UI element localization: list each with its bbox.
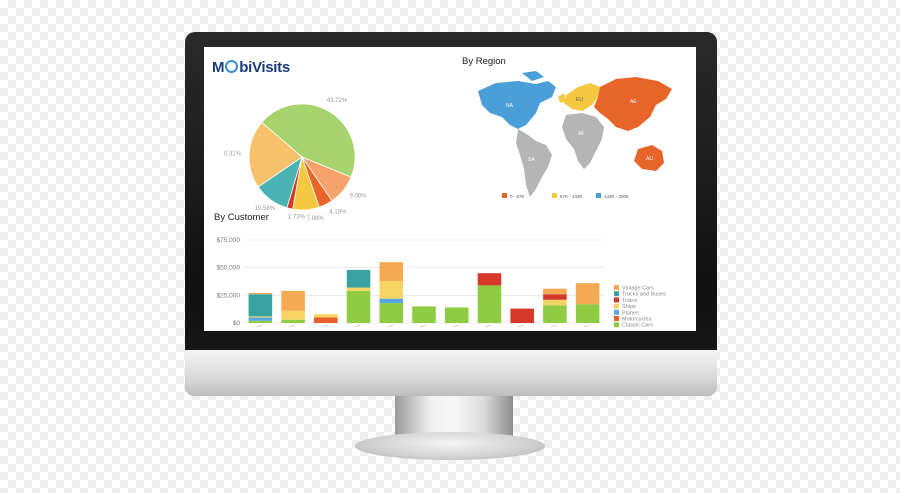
pie-slice-label: 7.88% — [307, 216, 325, 222]
legend-swatch — [614, 309, 619, 315]
legend-swatch — [614, 297, 619, 303]
customer-bar-chart: $75,000 $50,000 $25,000 $0 Vintage CarsTruck… — [217, 237, 667, 329]
pie-slice-label: 10.58% — [255, 206, 276, 212]
map-label-na: NA — [506, 103, 514, 109]
bar-segment[interactable] — [248, 320, 273, 323]
bar-segment[interactable] — [314, 314, 338, 318]
bar-segment[interactable] — [346, 290, 371, 323]
x-tick — [288, 324, 296, 328]
share-pie-chart: 43.72% 9.00% 4.18% 7.88%1.73% 10.58% 20.31% — [224, 98, 367, 222]
logo-suffix: Visits — [251, 59, 290, 76]
x-tick — [256, 324, 263, 328]
legend-swatch — [614, 322, 619, 328]
bar-segment[interactable] — [379, 303, 404, 323]
x-tick — [387, 324, 394, 328]
bar-segment[interactable] — [412, 306, 436, 323]
customer-title: By Customer — [214, 212, 269, 223]
legend-swatch — [614, 291, 619, 297]
pie-slice-label: 43.72% — [327, 98, 348, 104]
bar-segment[interactable] — [248, 316, 273, 318]
legend-swatch — [614, 316, 619, 321]
map-label-ae: AE — [630, 99, 637, 105]
legend-label: Vintage Cars — [622, 286, 654, 292]
y-tick-label: $50,000 — [217, 265, 241, 272]
legend-label: Trucks and Buses — [622, 292, 666, 298]
bar-segment[interactable] — [248, 317, 273, 321]
region-sa[interactable] — [516, 129, 552, 197]
x-tick — [452, 324, 459, 328]
map-label-eu: EU — [576, 97, 583, 103]
bar-segment[interactable] — [379, 298, 404, 304]
legend-label-high: 133K - 200K — [604, 194, 629, 199]
bar-segment[interactable] — [575, 304, 600, 323]
pie-slice[interactable] — [248, 121, 303, 188]
monitor-chin — [185, 350, 717, 396]
region-eu[interactable] — [558, 83, 600, 111]
bar-segment[interactable] — [281, 310, 305, 320]
bar-segment[interactable] — [314, 317, 338, 323]
legend-label-low: 0 - 67K — [510, 194, 525, 199]
bar-segment[interactable] — [346, 269, 371, 288]
legend-swatch-high — [596, 193, 601, 198]
bar-segment[interactable] — [379, 280, 404, 299]
x-tick — [518, 324, 525, 328]
legend-label: Motorcycles — [622, 317, 652, 323]
pie-slice-label: 4.18% — [329, 209, 347, 215]
logo-prefix: M — [212, 59, 225, 76]
legend-swatch-mid — [552, 193, 557, 198]
bar-segment[interactable] — [543, 299, 567, 306]
legend-label: Ships — [622, 304, 636, 310]
x-tick — [583, 324, 590, 328]
region-title: By Region — [462, 56, 506, 67]
pie-slice-label: 1.73% — [288, 214, 306, 220]
monitor-stand-neck — [395, 396, 513, 438]
bar-segment[interactable] — [444, 307, 469, 323]
region-af[interactable] — [562, 113, 604, 169]
bar-segment[interactable] — [575, 283, 600, 305]
y-tick-label: $75,000 — [217, 237, 241, 244]
x-tick — [485, 324, 492, 328]
pie-slice-label: 20.31% — [224, 152, 242, 158]
region-ae[interactable] — [594, 77, 672, 131]
monitor-stand-base — [355, 432, 545, 460]
bar-segment[interactable] — [477, 273, 502, 286]
pie-slice-label: 9.00% — [349, 193, 367, 199]
legend-label: Classic Cars — [622, 323, 653, 329]
bar-segment[interactable] — [543, 294, 567, 300]
bar-segment[interactable] — [379, 262, 404, 281]
map-label-sa: SA — [528, 157, 535, 163]
magnifier-icon — [225, 60, 239, 73]
bar-segment[interactable] — [346, 287, 371, 291]
bar-segment[interactable] — [281, 290, 305, 311]
bar-segment[interactable] — [510, 308, 534, 323]
legend-label: Planes — [622, 310, 639, 316]
region-au[interactable] — [634, 145, 664, 171]
x-tick — [550, 324, 558, 328]
logo-mid: bi — [239, 59, 252, 76]
bar-segment[interactable] — [281, 319, 305, 323]
bar-segment[interactable] — [543, 305, 567, 323]
legend-label-mid: 67K - 133K — [560, 194, 583, 199]
bar-segment[interactable] — [248, 293, 273, 295]
bar-segment[interactable] — [543, 288, 567, 295]
pie-slice[interactable] — [261, 103, 356, 178]
x-tick — [419, 324, 427, 328]
bar-segment[interactable] — [248, 294, 273, 317]
legend-swatch — [614, 285, 619, 290]
world-map: NA EU AE AF SA AU 0 - 67K 67K - 133K 133… — [478, 71, 672, 199]
legend-label: Trains — [622, 298, 637, 304]
legend-swatch — [614, 303, 619, 309]
x-tick — [321, 324, 328, 328]
region-na[interactable] — [478, 71, 556, 129]
map-label-au: AU — [646, 156, 653, 162]
legend-swatch-low — [502, 193, 507, 198]
x-tick — [354, 324, 361, 328]
bar-segment[interactable] — [477, 285, 502, 323]
map-label-af: AF — [578, 131, 584, 137]
y-tick-label: $0 — [233, 320, 241, 327]
y-tick-label: $25,000 — [217, 292, 241, 299]
